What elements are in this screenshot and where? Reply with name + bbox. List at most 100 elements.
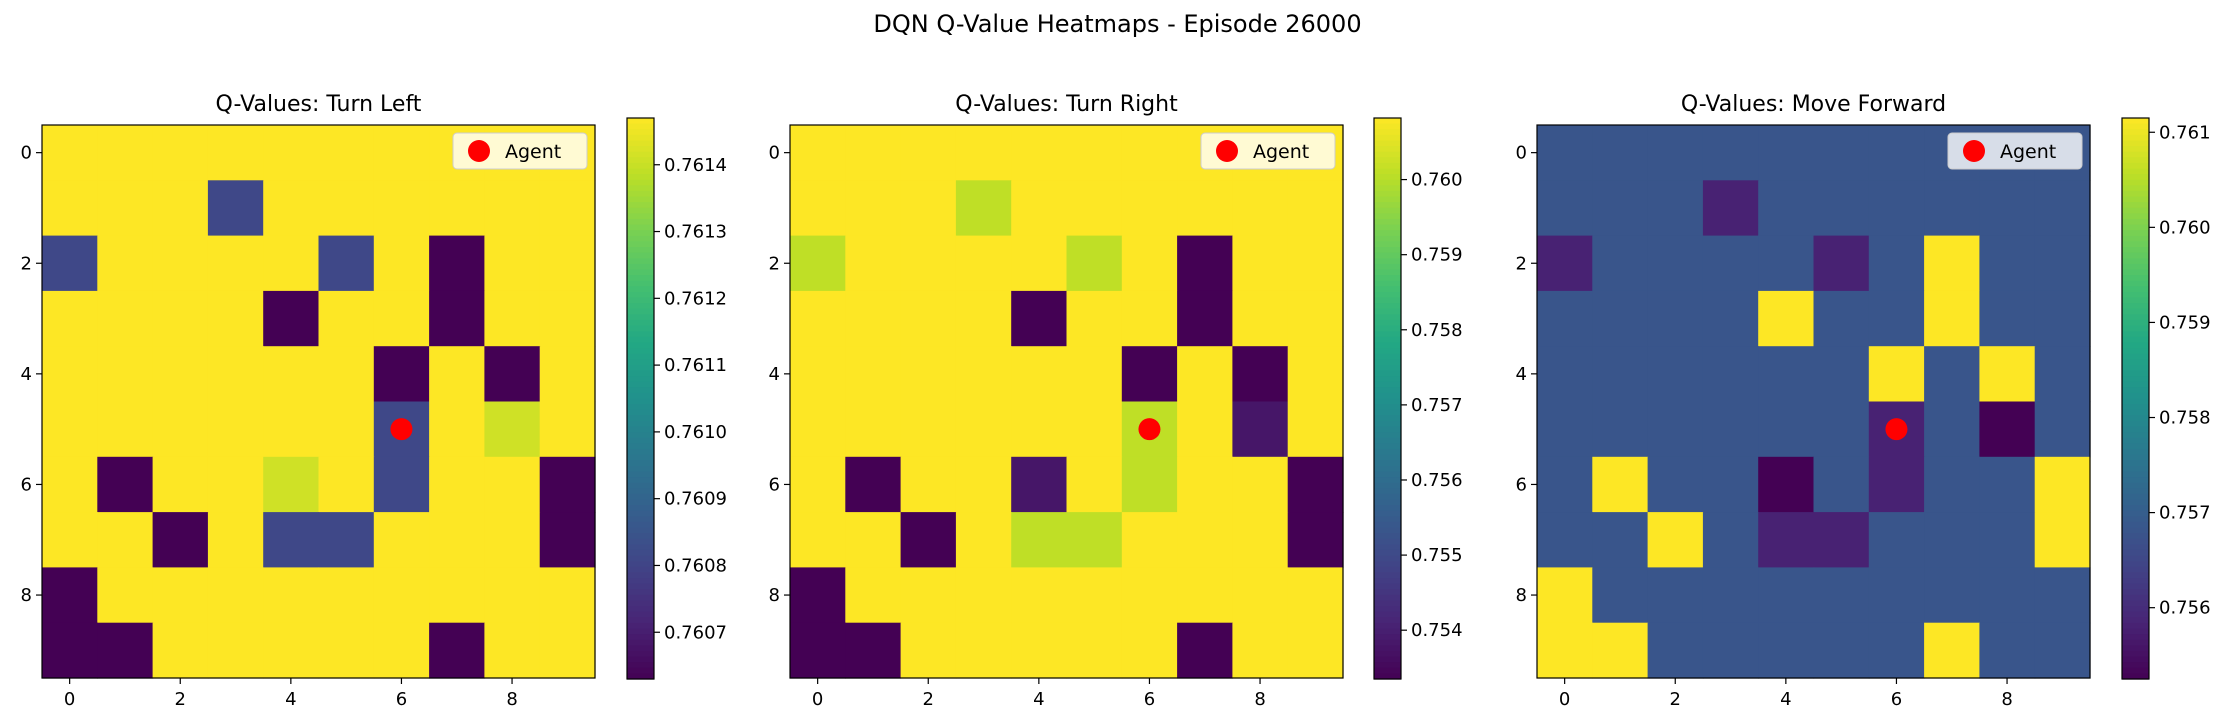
colorbar-segment	[627, 611, 654, 618]
heatmap-cell	[1813, 346, 1870, 403]
colorbar-segment	[627, 667, 654, 674]
colorbar-tick-label: 0.7607	[664, 622, 727, 643]
x-tick-label: 6	[396, 689, 407, 710]
heatmap-cell	[42, 180, 98, 237]
heatmap-cell	[845, 622, 902, 679]
heatmap-cell	[539, 512, 596, 568]
colorbar-segment	[1374, 555, 1401, 562]
colorbar-segment	[1374, 196, 1401, 203]
heatmap-cell	[1011, 235, 1068, 292]
heatmap-cell	[1592, 125, 1649, 181]
colorbar-segment	[627, 134, 654, 142]
heatmap-cell	[845, 125, 902, 181]
heatmap-cell	[152, 346, 209, 403]
heatmap-cell	[1121, 125, 1178, 181]
heatmap-cell	[1924, 456, 1980, 513]
colorbar-segment	[627, 247, 654, 254]
colorbar-segment	[1374, 202, 1401, 209]
colorbar-segment	[2122, 190, 2149, 198]
heatmap-cell	[484, 512, 541, 568]
colorbar-frame	[626, 117, 655, 680]
colorbar-segment	[1374, 600, 1401, 607]
heatmap-cell	[1979, 346, 2036, 403]
colorbar-tick-label: 0.758	[2159, 408, 2211, 429]
heatmap-cell	[1592, 235, 1649, 292]
heatmap-cell	[1121, 512, 1178, 568]
colorbar-segment	[2122, 566, 2149, 574]
colorbar-segment	[1374, 662, 1401, 669]
colorbar-segment	[1374, 275, 1401, 282]
colorbar-tick-label: 0.7612	[664, 288, 727, 309]
agent-marker	[390, 418, 413, 441]
heatmap-cell	[1287, 567, 1344, 624]
heatmap-cell	[97, 567, 154, 624]
heatmap-cell	[1287, 235, 1344, 292]
y-tick-label: 2	[1516, 253, 1527, 274]
heatmap-cell	[1924, 567, 1980, 624]
heatmap-cell	[1011, 125, 1068, 181]
heatmap-cell	[1702, 346, 1759, 403]
colorbar-segment	[2122, 364, 2149, 372]
heatmap-cell	[318, 180, 375, 237]
colorbar: 0.7614 0.7613 0.7612 0.7611 0.7610 0.7609 0.76…	[626, 117, 727, 680]
colorbar-segment	[2122, 477, 2149, 484]
heatmap-cell	[97, 622, 154, 679]
colorbar-segment	[627, 252, 654, 259]
heatmap-cell	[42, 456, 98, 513]
heatmap-cell	[1592, 346, 1649, 403]
heatmap-cell	[484, 567, 541, 624]
heatmap-cell	[1868, 180, 1925, 237]
colorbar-segment	[2122, 218, 2149, 226]
colorbar-segment	[627, 370, 654, 377]
colorbar-segment	[1374, 561, 1401, 568]
heatmap-cell	[207, 512, 264, 568]
heatmap-cell	[42, 622, 98, 679]
heatmap-cell	[1177, 622, 1233, 679]
heatmap-cell	[1537, 235, 1593, 292]
colorbar-segment	[2122, 578, 2149, 585]
colorbar-segment	[627, 639, 654, 646]
heatmap-cell	[42, 512, 98, 568]
colorbar-segment	[2122, 252, 2149, 259]
colorbar-segment	[627, 617, 654, 624]
heatmap-cell	[2034, 346, 2091, 403]
heatmap-cell	[1011, 512, 1068, 568]
colorbar-segment	[1374, 432, 1401, 439]
colorbar-segment	[1374, 348, 1401, 355]
heatmap-cell	[1979, 456, 2036, 513]
x-tick-label: 0	[64, 689, 75, 710]
heatmap-cell	[1924, 346, 1980, 403]
colorbar-segment	[2122, 527, 2149, 534]
colorbar-segment	[1374, 409, 1401, 416]
heatmap-cell	[42, 401, 98, 458]
colorbar-segment	[1374, 297, 1401, 304]
colorbar-segment	[1374, 589, 1401, 596]
x-tick-label: 8	[506, 689, 517, 710]
colorbar-segment	[627, 471, 654, 478]
heatmap-cell	[1011, 290, 1068, 347]
heatmap-cell	[373, 512, 430, 568]
heatmap-cell	[1647, 622, 1704, 679]
heatmap-cell	[1868, 235, 1925, 292]
colorbar-segment	[1374, 594, 1401, 602]
colorbar-segment	[627, 549, 654, 557]
heatmap-cell	[1537, 346, 1593, 403]
heatmap-cell	[955, 401, 1012, 458]
colorbar-segment	[2122, 611, 2149, 618]
colorbar-segment	[627, 510, 654, 517]
heatmap-cell	[1287, 512, 1344, 568]
heatmap-cell	[539, 622, 596, 679]
heatmap-cell	[318, 401, 375, 458]
colorbar-segment	[1374, 325, 1401, 332]
heatmap-cell	[1177, 456, 1233, 513]
heatmap-cell	[207, 346, 264, 403]
colorbar-segment	[627, 426, 654, 433]
colorbar-tick-label: 0.760	[1411, 170, 1463, 191]
colorbar-segment	[627, 123, 654, 130]
colorbar-segment	[627, 578, 654, 585]
heatmap-cell	[1647, 125, 1704, 181]
panel-move-forward: Q-Values: Move Forward 0 2 4 6 8 0 2 4 6 8 Agent 0.7…	[1516, 92, 2211, 710]
heatmap-cell	[1537, 622, 1593, 679]
plot-frame	[789, 124, 1344, 679]
heatmap-cell	[207, 401, 264, 458]
